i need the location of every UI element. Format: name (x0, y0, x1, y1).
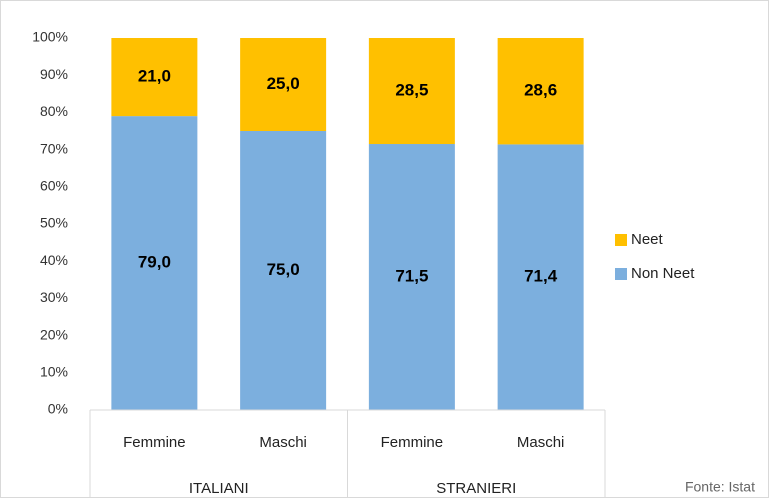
group-label: STRANIERI (436, 480, 516, 497)
x-tick-label: Maschi (517, 434, 565, 451)
value-label: 28,6 (524, 81, 557, 100)
y-tick-label: 0% (48, 401, 68, 417)
value-label: 75,0 (267, 260, 300, 279)
value-label: 71,4 (524, 267, 558, 286)
bar-segment (240, 38, 327, 131)
source-note: Fonte: Istat (685, 479, 755, 495)
legend-swatch (615, 268, 627, 280)
group-label: ITALIANI (189, 480, 249, 497)
y-tick-label: 100% (32, 29, 68, 45)
y-tick-label: 50% (40, 215, 68, 231)
value-label: 71,5 (395, 266, 428, 285)
y-tick-label: 10% (40, 364, 68, 380)
y-tick-label: 80% (40, 103, 68, 119)
legend-swatch (615, 234, 627, 246)
y-tick-label: 30% (40, 289, 68, 305)
bar-segment (368, 38, 455, 145)
y-tick-label: 60% (40, 178, 68, 194)
bar-segment (111, 38, 198, 117)
bar-segment (497, 144, 584, 410)
y-tick-label: 90% (40, 66, 68, 82)
bar-segment (368, 144, 455, 410)
legend-label: Non Neet (631, 265, 695, 282)
bar-segment (111, 116, 198, 411)
x-tick-label: Maschi (259, 434, 307, 451)
value-label: 25,0 (267, 74, 300, 93)
y-tick-label: 40% (40, 252, 68, 268)
value-label: 79,0 (138, 253, 171, 272)
value-label: 21,0 (138, 67, 171, 86)
legend-label: Neet (631, 231, 664, 248)
bar-segment (240, 131, 327, 410)
bar-segment (497, 38, 584, 145)
x-tick-label: Femmine (381, 434, 444, 451)
x-tick-label: Femmine (123, 434, 186, 451)
y-tick-label: 20% (40, 326, 68, 342)
value-label: 28,5 (395, 80, 428, 99)
y-tick-label: 70% (40, 140, 68, 156)
